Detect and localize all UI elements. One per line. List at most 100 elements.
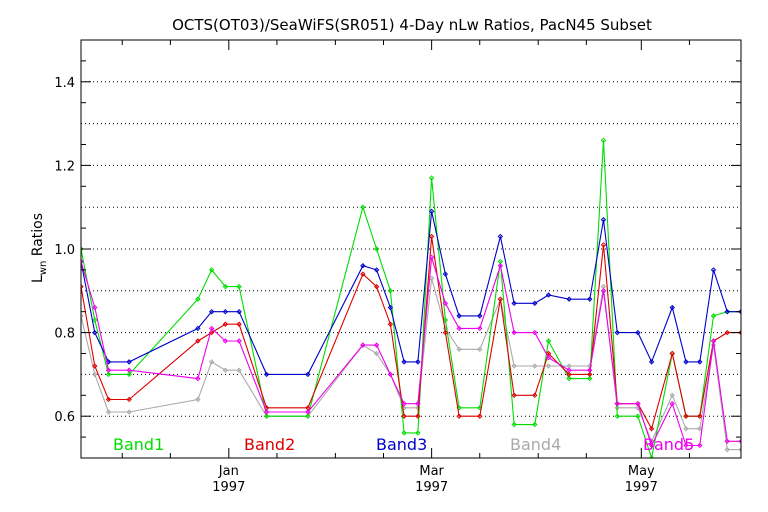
data-point-band4: [532, 363, 538, 369]
data-point-band2: [428, 233, 435, 240]
y-tick-label: 1.4: [54, 76, 75, 91]
data-point-band1: [511, 421, 517, 428]
data-point-band4: [545, 363, 552, 369]
data-point-band5: [738, 438, 741, 444]
data-point-band1: [587, 375, 593, 382]
y-axis-label: Lwn Ratios: [30, 213, 49, 283]
data-point-band2: [236, 321, 242, 327]
data-point-band5: [222, 338, 229, 344]
data-point-band5: [428, 254, 435, 261]
data-point-band5: [195, 375, 201, 382]
data-point-band5: [511, 329, 517, 336]
data-point-band3: [92, 329, 98, 336]
legend: Band1 Band2 Band3 Band4 Band5: [113, 435, 694, 454]
data-point-band1: [635, 413, 641, 419]
data-point-band5: [456, 325, 462, 332]
series-line-band2: [81, 236, 741, 431]
data-point-band3: [442, 271, 449, 277]
data-point-band3: [456, 313, 462, 319]
data-point-band2: [360, 271, 366, 277]
data-point-band4: [81, 313, 84, 319]
legend-label-band4: Band4: [510, 435, 561, 454]
data-point-band3: [600, 217, 607, 223]
legend-label-band3: Band3: [376, 435, 427, 454]
data-point-band4: [511, 363, 517, 369]
data-point-band1: [614, 413, 620, 419]
data-point-band1: [236, 283, 242, 290]
data-point-band3: [401, 359, 407, 365]
data-point-band5: [387, 371, 394, 378]
data-point-band4: [236, 367, 242, 373]
data-point-band1: [263, 413, 270, 419]
data-point-band1: [710, 313, 717, 319]
data-point-band3: [477, 313, 483, 319]
data-point-band2: [477, 413, 483, 419]
data-point-band4: [669, 392, 675, 399]
data-point-band4: [724, 446, 730, 453]
y-tick-label: 0.6: [54, 410, 75, 425]
data-point-band3: [195, 325, 201, 332]
data-point-band5: [545, 354, 552, 361]
data-point-band1: [532, 421, 538, 428]
series-layer: [81, 137, 741, 458]
series-line-band3: [81, 211, 741, 375]
data-point-band2: [415, 413, 421, 419]
data-point-band3: [305, 371, 311, 378]
data-point-band2: [81, 283, 84, 290]
y-tick-label: 1.0: [54, 243, 75, 258]
data-point-band2: [92, 363, 98, 369]
data-point-band3: [669, 304, 675, 311]
data-point-band5: [683, 442, 689, 449]
data-point-band1: [126, 371, 132, 378]
data-point-band3: [648, 359, 655, 365]
data-point-band3: [360, 263, 366, 269]
data-point-band5: [600, 288, 607, 294]
data-point-band5: [236, 338, 242, 344]
data-point-band1: [600, 137, 607, 144]
data-point-band3: [683, 359, 689, 365]
data-point-band4: [600, 283, 607, 290]
data-point-band2: [545, 350, 552, 357]
data-point-band4: [126, 409, 132, 415]
data-point-band4: [208, 359, 215, 365]
data-point-band3: [415, 359, 421, 365]
data-point-band5: [648, 442, 655, 449]
data-point-band5: [81, 258, 84, 265]
data-point-band5: [697, 442, 703, 449]
grid-layer: [81, 81, 741, 417]
data-point-band4: [195, 396, 201, 403]
data-point-band1: [305, 413, 311, 419]
data-point-band2: [683, 413, 689, 419]
data-point-band1: [545, 338, 552, 344]
data-point-band4: [415, 405, 421, 411]
data-point-band2: [442, 329, 449, 336]
data-point-band4: [92, 371, 98, 378]
series-line-band5: [81, 257, 741, 447]
data-point-band3: [208, 308, 215, 315]
x-tick-label-year: 1997: [415, 480, 448, 495]
data-point-band1: [387, 288, 394, 294]
data-point-band3: [724, 308, 730, 315]
y-axis-label-rest: Ratios: [30, 213, 46, 261]
data-point-band2: [648, 426, 655, 432]
data-point-band5: [497, 263, 504, 269]
data-point-band4: [373, 350, 380, 357]
data-point-band1: [360, 204, 366, 210]
data-point-band1: [105, 371, 112, 378]
data-point-band2: [456, 413, 462, 419]
data-point-band2: [600, 242, 607, 248]
data-point-band1: [428, 175, 435, 181]
legend-label-band2: Band2: [244, 435, 295, 454]
data-point-band2: [697, 413, 703, 419]
y-tick-label: 1.2: [54, 159, 75, 174]
data-point-band5: [724, 438, 730, 444]
legend-label-band5: Band5: [643, 435, 694, 454]
data-point-band2: [511, 392, 517, 399]
data-point-band4: [738, 446, 741, 453]
y-axis-label-subscript: wn: [38, 261, 49, 276]
data-point-band3: [545, 292, 552, 298]
data-point-band3: [710, 267, 717, 273]
data-point-band3: [222, 308, 229, 315]
data-point-band5: [263, 409, 270, 415]
